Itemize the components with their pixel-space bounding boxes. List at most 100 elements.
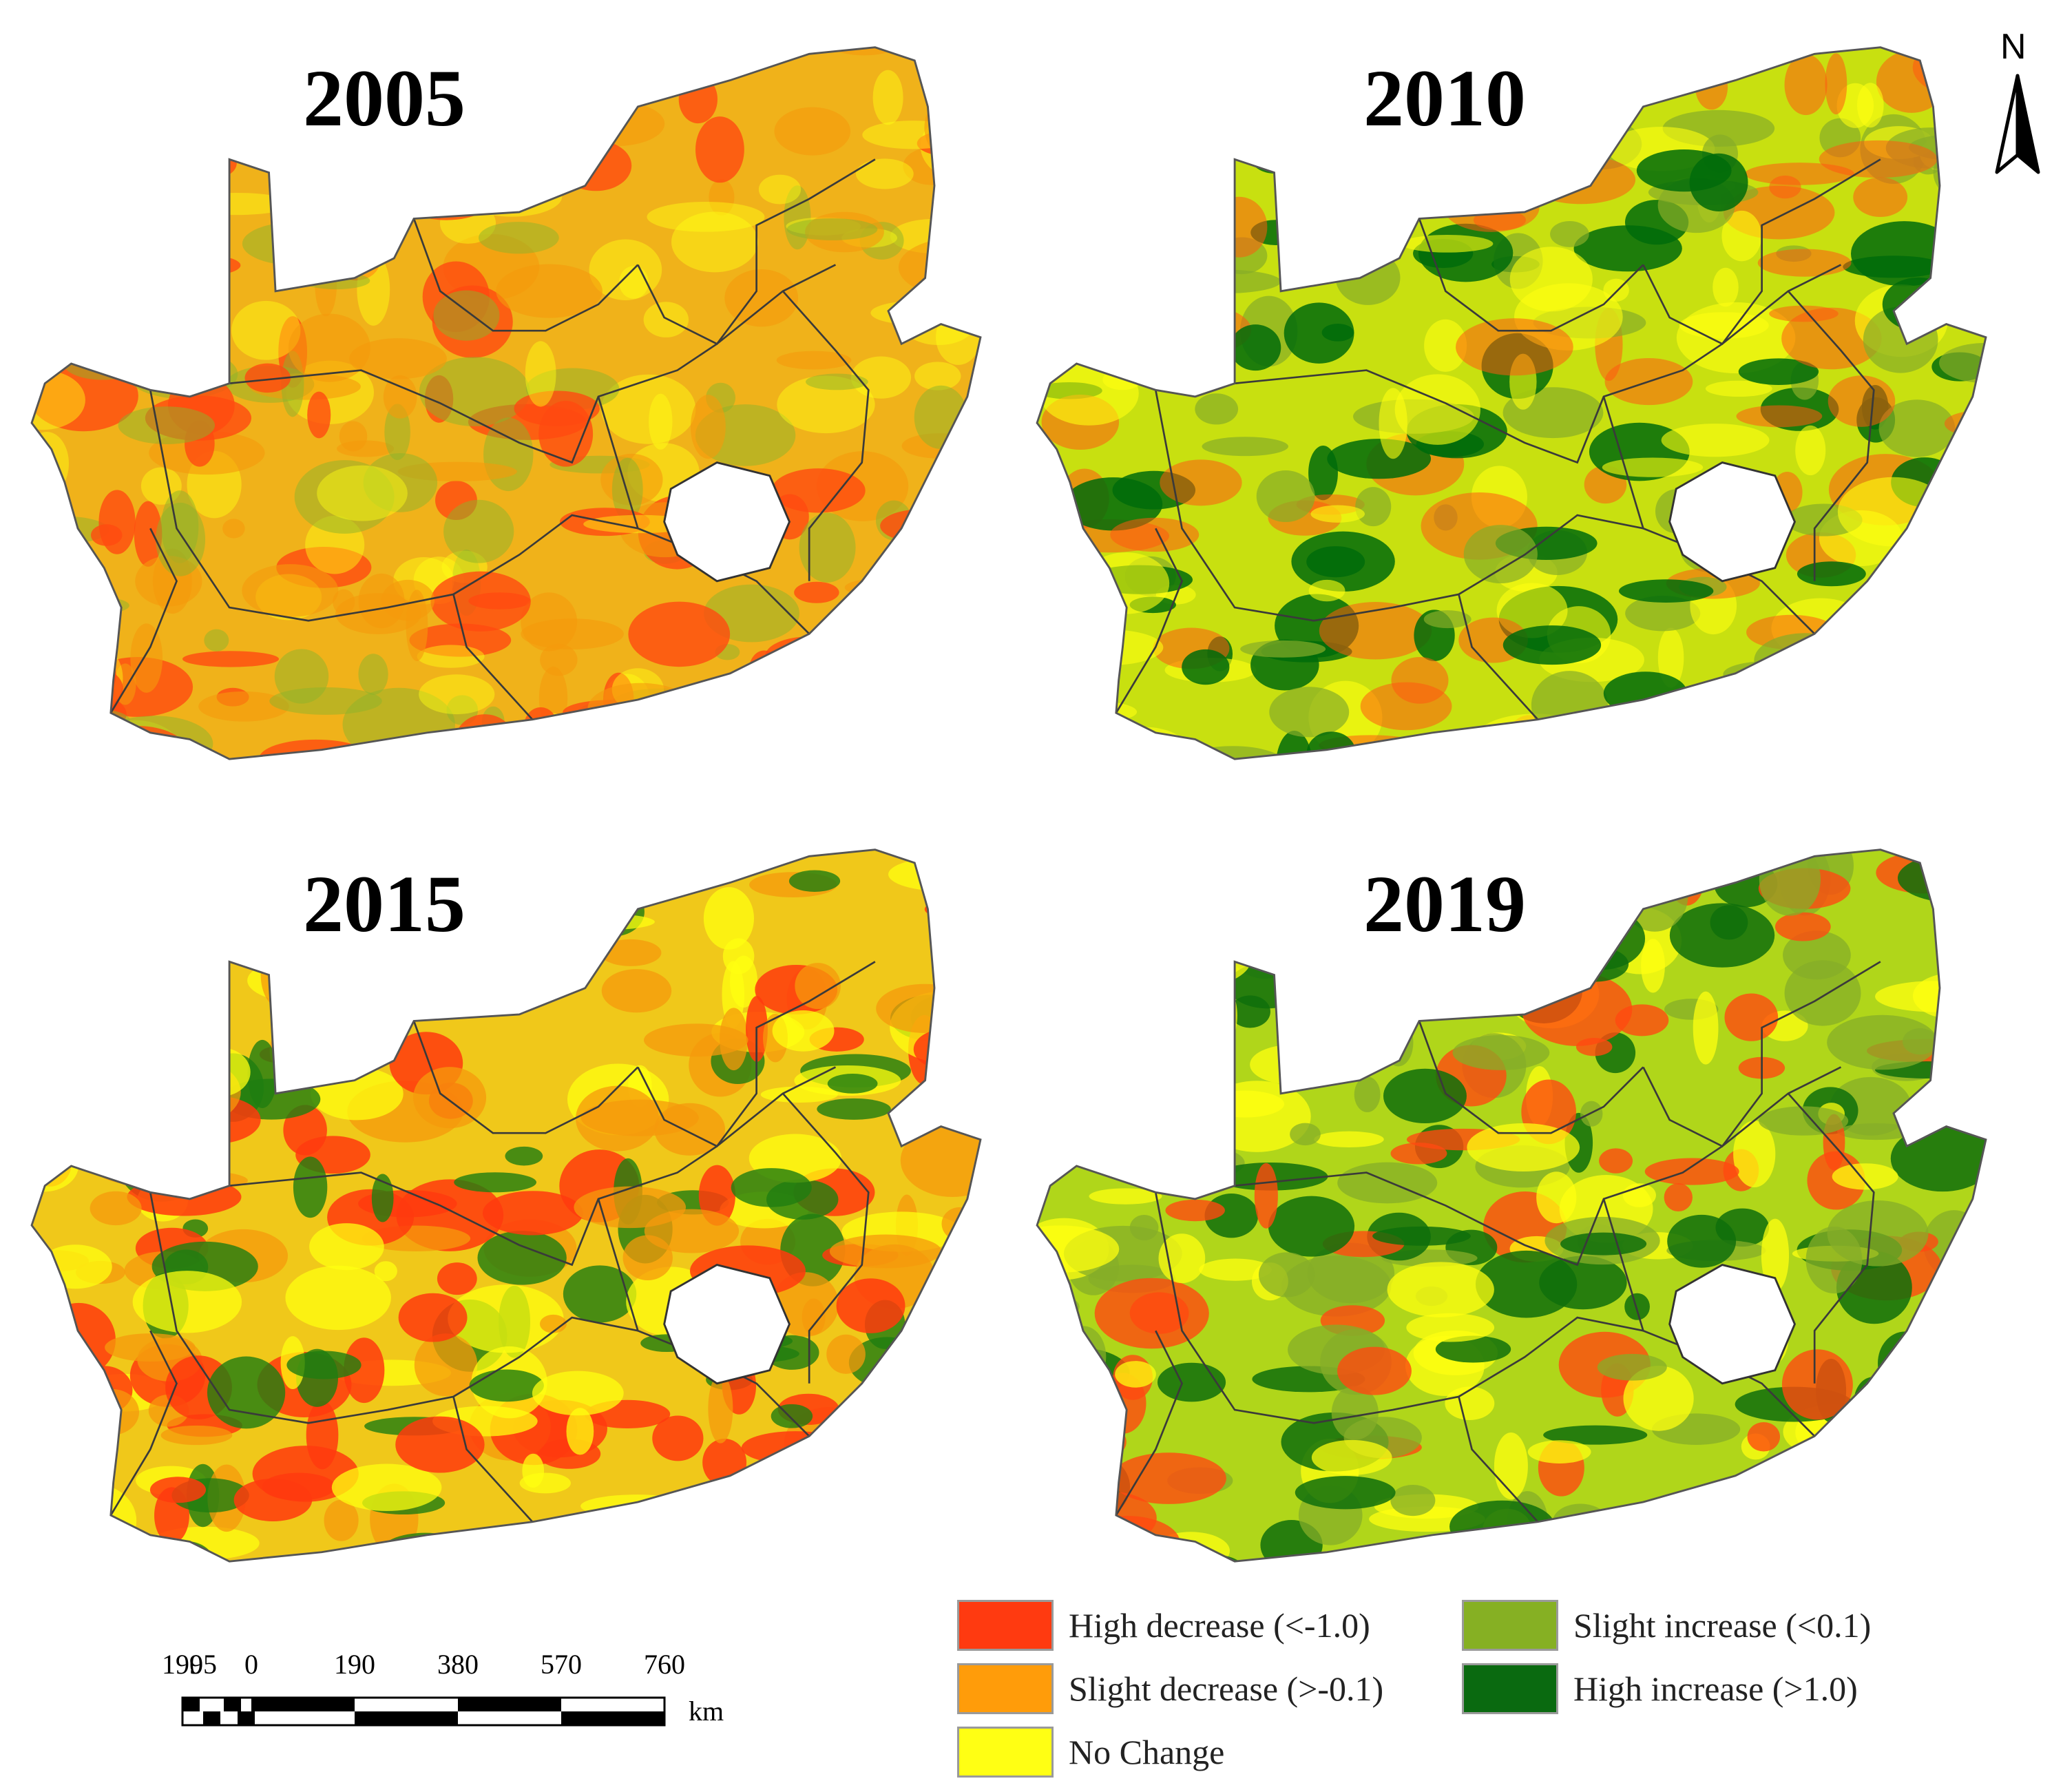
change-patch <box>587 683 694 734</box>
change-patch <box>1110 975 1215 1047</box>
change-patch <box>147 942 207 962</box>
change-patch <box>1713 267 1739 307</box>
change-patch <box>1736 405 1823 428</box>
change-patch <box>1539 85 1635 141</box>
change-patch <box>1625 596 1701 632</box>
change-patch <box>1759 849 1821 916</box>
change-patch <box>1140 1105 1192 1170</box>
change-patch <box>130 849 174 873</box>
change-patch <box>1054 141 1081 163</box>
scale-segment <box>355 1711 458 1725</box>
year-label-2015: 2015 <box>303 859 465 949</box>
change-patch <box>724 269 799 327</box>
change-patch <box>32 1139 78 1192</box>
change-patch <box>690 395 726 459</box>
change-patch <box>358 654 388 695</box>
change-patch <box>708 1373 733 1444</box>
change-patch <box>32 370 85 430</box>
change-patch <box>395 1416 485 1473</box>
change-patch <box>1602 457 1704 477</box>
province-border <box>1458 1396 1539 1523</box>
change-patch <box>160 871 190 894</box>
change-patch <box>1476 713 1595 760</box>
change-patch <box>79 925 151 996</box>
change-patch <box>872 70 903 125</box>
change-patch <box>1037 105 1121 161</box>
legend-swatch <box>1462 1600 1558 1651</box>
change-patch <box>1624 1293 1650 1320</box>
change-patch <box>317 465 408 521</box>
change-patch <box>1064 477 1163 531</box>
legend-item-high-decrease: High decrease (<-1.0) <box>957 1598 1370 1653</box>
change-patch <box>97 303 128 353</box>
change-patch <box>1940 990 1986 1057</box>
change-patch <box>479 222 559 254</box>
change-patch <box>1037 621 1091 664</box>
change-patch <box>1828 375 1896 427</box>
change-patch <box>709 179 735 216</box>
change-patch <box>536 713 572 760</box>
change-patch <box>1724 993 1779 1041</box>
change-patch <box>1051 629 1164 666</box>
change-patch <box>845 630 923 698</box>
change-patch <box>242 564 339 618</box>
province-border <box>412 1021 639 1134</box>
change-patch <box>1721 210 1762 262</box>
change-patch <box>1710 905 1748 940</box>
change-patch <box>279 1041 337 1085</box>
change-patch <box>810 1475 877 1539</box>
scale-tick-label: 190 <box>162 1649 203 1680</box>
change-patch <box>152 1034 208 1079</box>
change-patch <box>1527 1440 1591 1463</box>
change-patch <box>409 623 512 657</box>
change-patch <box>1354 1076 1381 1112</box>
change-patch <box>1037 47 1088 73</box>
change-patch <box>1236 849 1330 892</box>
change-patch <box>1945 1005 1978 1076</box>
change-patch <box>433 290 500 341</box>
province-border <box>1234 1066 1842 1267</box>
province-border <box>637 961 876 1148</box>
scale-segment <box>458 1698 561 1711</box>
change-patch <box>1443 962 1489 992</box>
change-patch <box>1538 1541 1645 1562</box>
change-patch <box>1827 1014 1938 1070</box>
change-patch <box>1866 713 1940 730</box>
change-patch <box>213 69 297 122</box>
change-patch <box>870 300 967 326</box>
change-patch <box>566 1408 594 1455</box>
change-patch <box>783 1486 840 1542</box>
change-patch <box>741 1431 850 1465</box>
change-patch <box>1383 1068 1467 1124</box>
change-patch <box>383 375 417 419</box>
province-border <box>1418 218 1644 332</box>
change-patch <box>1784 54 1828 116</box>
change-patch <box>1910 718 1957 760</box>
south-africa-map-2005 <box>30 46 982 760</box>
change-patch <box>32 80 114 108</box>
change-patch <box>1335 250 1401 305</box>
change-patch <box>1757 249 1852 277</box>
change-patch <box>543 871 631 941</box>
change-patch <box>1759 1106 1849 1136</box>
change-patch <box>802 1534 887 1562</box>
change-patch <box>496 264 603 318</box>
change-patch <box>1394 374 1481 445</box>
change-patch <box>95 716 213 760</box>
province-border <box>149 390 638 622</box>
change-patch <box>1934 67 1986 113</box>
legend-swatch <box>1462 1663 1558 1714</box>
scale-segment <box>224 1698 241 1711</box>
change-patch <box>1327 439 1432 479</box>
change-patch <box>1111 875 1194 899</box>
change-patch <box>1043 849 1161 895</box>
change-patch <box>37 849 137 884</box>
change-patch <box>324 1499 359 1541</box>
legend-item-slight-increase: Slight increase (<0.1) <box>1462 1598 1871 1653</box>
change-patch <box>1258 1252 1315 1298</box>
change-patch <box>1250 138 1301 174</box>
scale-tick-label: 760 <box>644 1649 685 1680</box>
change-patch <box>1401 235 1494 253</box>
change-patch <box>1355 487 1392 527</box>
